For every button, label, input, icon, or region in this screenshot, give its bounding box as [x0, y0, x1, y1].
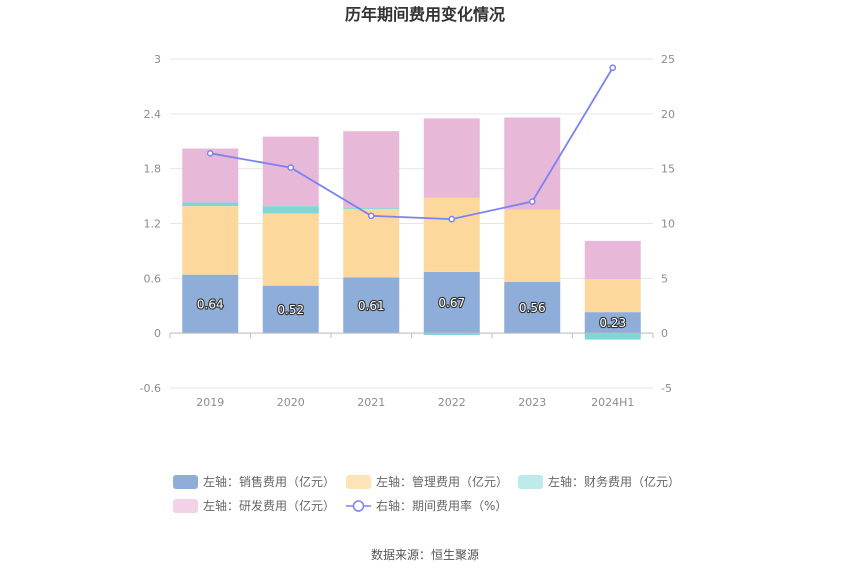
data-labels: 0.64 0.52 0.61 0.67 0.56 0.23: [196, 295, 627, 331]
right-tick-label: 15: [661, 163, 675, 176]
legend-label: 左轴：销售费用（亿元）: [203, 474, 335, 489]
left-tick-label: 3: [154, 53, 161, 66]
right-tick-label: -5: [661, 382, 672, 395]
data-label: 0.64: [197, 297, 224, 311]
bar: [584, 240, 641, 280]
bar: [584, 333, 641, 340]
bar: [182, 202, 239, 207]
line-point: [448, 215, 456, 223]
bar-marks: [182, 117, 641, 340]
right-tick-label: 10: [661, 218, 675, 231]
right-tick-label: 0: [661, 327, 668, 340]
x-tick-label: 2023: [518, 396, 546, 409]
x-axis: 2019 2020 2021 2022 2023 2024H1: [169, 332, 654, 409]
right-tick-label: 20: [661, 108, 675, 121]
bar: [343, 277, 400, 334]
bar: [343, 207, 400, 209]
bar: [423, 197, 480, 272]
x-tick-label: 2024H1: [591, 396, 634, 409]
line-path: [210, 67, 614, 221]
bar: [182, 206, 239, 275]
left-tick-label: 2.4: [144, 108, 162, 121]
bar: [262, 206, 319, 214]
data-label: 0.56: [519, 301, 546, 315]
bar: [504, 281, 561, 334]
right-tick-label: 5: [661, 272, 668, 285]
legend-label: 左轴：研发费用（亿元）: [203, 498, 335, 513]
left-tick-label: 1.2: [144, 218, 162, 231]
right-tick-label: 25: [661, 53, 675, 66]
bar: [182, 274, 239, 334]
bar: [423, 118, 480, 198]
legend-marker: [352, 500, 365, 512]
bar: [343, 208, 400, 278]
legend-label: 右轴：期间费用率（%）: [376, 498, 507, 513]
legend: 左轴：销售费用（亿元） 左轴：管理费用（亿元） 左轴：财务费用（亿元） 左轴：研发费用…: [173, 474, 680, 513]
data-label: 0.23: [599, 316, 626, 330]
x-tick-label: 2022: [438, 396, 466, 409]
grid-lines: [170, 58, 653, 389]
legend-swatch: [173, 499, 198, 513]
bar: [423, 333, 480, 335]
line-point: [206, 149, 214, 157]
line-point: [287, 164, 295, 171]
bar: [504, 209, 561, 282]
bar: [262, 213, 319, 286]
x-tick-label: 2021: [357, 396, 385, 409]
right-axis-ticks: 25 20 15 10 5 0 -5: [661, 53, 675, 395]
left-axis-ticks: 3 2.4 1.8 1.2 0.6 0 -0.6: [140, 53, 161, 395]
line-point: [367, 212, 375, 220]
bar: [262, 285, 319, 334]
bar: [182, 148, 239, 203]
legend-swatch: [173, 475, 198, 489]
left-tick-label: -0.6: [140, 382, 161, 395]
data-label: 0.61: [358, 299, 385, 313]
legend-label: 左轴：财务费用（亿元）: [548, 474, 680, 489]
bar: [504, 117, 561, 210]
bar: [262, 136, 319, 207]
line-point: [609, 64, 617, 72]
bar: [584, 279, 641, 313]
data-label: 0.52: [277, 303, 304, 317]
source-text: 数据来源：恒生聚源: [371, 547, 479, 562]
x-tick-label: 2019: [196, 396, 224, 409]
left-tick-label: 0.6: [144, 272, 162, 285]
bar: [423, 271, 480, 334]
left-tick-label: 1.8: [144, 163, 162, 176]
legend-label: 左轴：管理费用（亿元）: [376, 474, 508, 489]
bar: [343, 131, 400, 208]
bar: [584, 312, 641, 334]
legend-swatch: [346, 475, 371, 489]
line-point: [528, 198, 536, 205]
left-tick-label: 0: [154, 327, 161, 340]
x-tick-label: 2020: [277, 396, 305, 409]
legend-swatch: [518, 475, 543, 489]
expense-rate-line: [206, 64, 617, 223]
chart-title: 历年期间费用变化情况: [345, 5, 505, 24]
data-label: 0.67: [438, 296, 465, 310]
